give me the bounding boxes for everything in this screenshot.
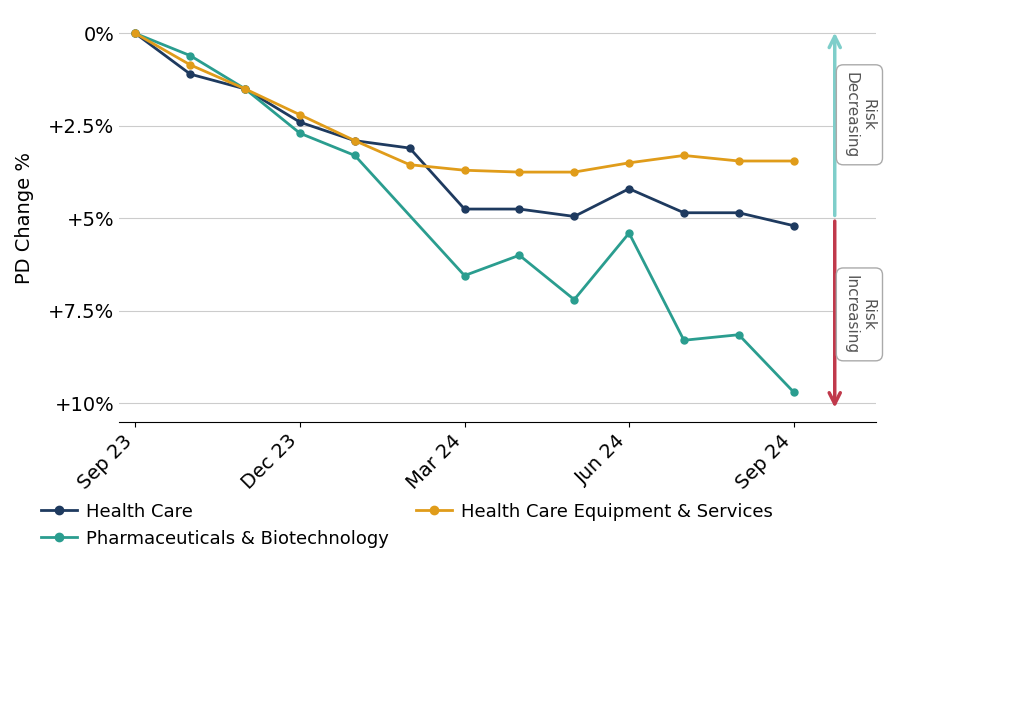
Text: Risk
Increasing: Risk Increasing — [843, 275, 876, 354]
Y-axis label: PD Change %: PD Change % — [15, 152, 34, 284]
Legend: Health Care, Pharmaceuticals & Biotechnology, Health Care Equipment & Services: Health Care, Pharmaceuticals & Biotechno… — [34, 496, 780, 555]
Text: Risk
Decreasing: Risk Decreasing — [843, 72, 876, 158]
